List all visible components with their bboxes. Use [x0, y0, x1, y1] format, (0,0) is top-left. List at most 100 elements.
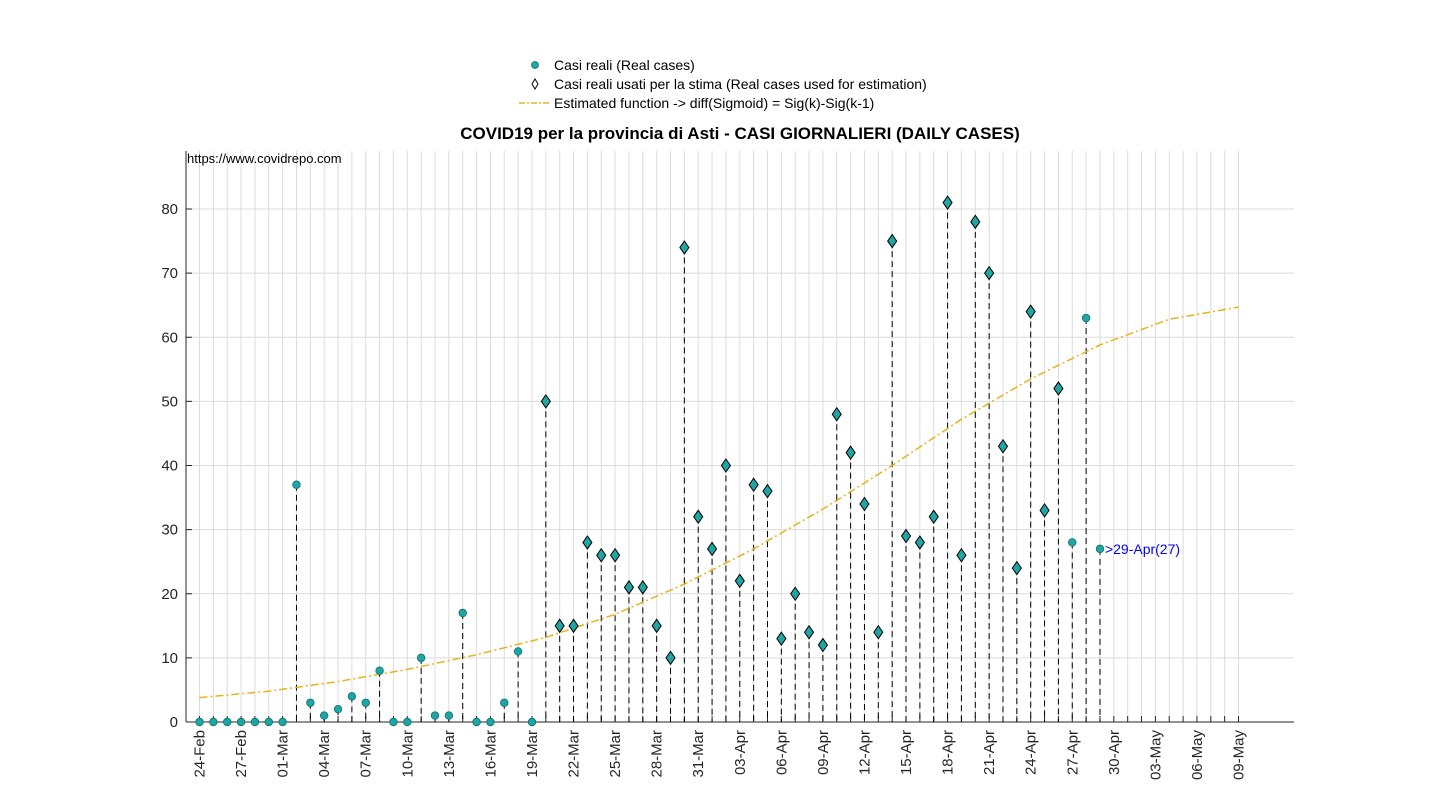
- legend-real-label: Casi reali (Real cases): [554, 57, 695, 73]
- diamond-marker: [831, 406, 842, 422]
- diamond-marker: [956, 547, 967, 563]
- diamond-marker: [859, 496, 870, 512]
- diamond-marker: [970, 214, 981, 230]
- diamond-marker: [623, 579, 635, 595]
- diamond-marker: [679, 240, 690, 255]
- diamond-marker: [984, 265, 995, 281]
- chart-title: COVID19 per la provincia di Asti - CASI …: [460, 124, 1020, 143]
- data-point: [444, 711, 454, 720]
- x-tick-label: 27-Apr: [1064, 730, 1081, 775]
- data-point: [416, 653, 426, 663]
- y-tick-label: 10: [161, 650, 178, 667]
- legend-real-marker-icon: [516, 56, 554, 74]
- forecast-annotation: >29-Apr(27): [1105, 541, 1180, 557]
- diamond-marker: [776, 631, 787, 647]
- diamond-marker: [997, 438, 1009, 454]
- y-tick-label: 80: [161, 201, 178, 218]
- data-point: [223, 717, 232, 727]
- diamond-marker: [845, 445, 856, 461]
- x-tick-label: 09-May: [1231, 730, 1248, 781]
- data-point: [500, 698, 509, 707]
- diamond-marker: [817, 637, 829, 653]
- data-point: [513, 647, 523, 656]
- y-tick-label: 50: [161, 393, 178, 410]
- x-tick-label: 06-May: [1189, 730, 1206, 781]
- diamond-marker: [942, 195, 953, 210]
- x-tick-label: 16-Mar: [482, 730, 499, 778]
- diamond-marker: [887, 233, 898, 249]
- x-tick-label: 31-Mar: [690, 730, 707, 778]
- data-markers: [195, 195, 1105, 727]
- data-point: [375, 666, 384, 675]
- stem-lines: [295, 202, 1101, 722]
- data-point: [458, 608, 467, 618]
- x-tick-label: 22-Mar: [566, 730, 583, 778]
- diamond-marker: [762, 483, 773, 499]
- diamond-marker: [706, 541, 718, 557]
- x-tick-label: 09-Apr: [815, 730, 832, 775]
- data-point: [403, 717, 412, 727]
- diamond-marker: [651, 618, 662, 634]
- diamond-marker: [554, 618, 565, 634]
- x-tick-label: 07-Mar: [358, 730, 375, 778]
- y-tick-label: 70: [161, 265, 178, 282]
- data-point: [264, 717, 273, 727]
- tick-labels: 0 10 20 30 40 50 60 70 80 24-Feb 27-Feb 01-Mar 04-Ma…: [161, 201, 1247, 780]
- legend-entry-used: Casi reali usati per la stima (Real case…: [516, 75, 927, 93]
- diamond-marker: [720, 458, 732, 473]
- diamond-marker: [790, 586, 801, 602]
- data-point: [430, 711, 440, 720]
- estimated-curve: [199, 306, 1239, 699]
- diamond-marker: [1011, 560, 1022, 576]
- legend: Casi reali (Real cases) Casi reali usati…: [516, 56, 968, 114]
- diamond-marker: [609, 547, 621, 563]
- diamond-marker: [568, 618, 579, 634]
- data-point: [486, 717, 495, 727]
- x-tick-label: 04-Mar: [316, 730, 333, 778]
- diamond-marker: [540, 393, 551, 409]
- data-point: [292, 480, 301, 489]
- data-point: [1081, 313, 1091, 323]
- x-tick-label: 15-Apr: [898, 730, 915, 775]
- data-point: [1095, 544, 1105, 554]
- y-tick-label: 0: [170, 714, 178, 731]
- x-tick-label: 06-Apr: [773, 730, 790, 775]
- legend-entry-real: Casi reali (Real cases): [516, 56, 695, 74]
- data-point: [347, 692, 357, 701]
- x-tick-label: 25-Mar: [607, 730, 624, 778]
- data-point: [333, 704, 343, 714]
- legend-fit-label: Estimated function -> diff(Sigmoid) = Si…: [554, 95, 875, 111]
- diamond-marker: [665, 650, 676, 666]
- data-point: [278, 717, 287, 727]
- diamond-marker: [596, 547, 607, 563]
- x-tick-label: 21-Apr: [981, 730, 998, 775]
- legend-dashed-line-icon: [516, 94, 554, 112]
- diamond-marker: [748, 477, 759, 493]
- data-point: [306, 698, 315, 707]
- diamond-marker: [693, 509, 704, 525]
- diamond-marker: [582, 535, 593, 550]
- data-point: [389, 717, 398, 727]
- data-point: [236, 717, 246, 727]
- diamond-marker: [900, 528, 912, 544]
- data-point: [250, 717, 260, 727]
- data-point: [1068, 538, 1077, 547]
- x-tick-label: 28-Mar: [649, 730, 666, 778]
- x-tick-label: 30-Apr: [1106, 730, 1123, 775]
- diamond-marker: [1039, 503, 1050, 518]
- diamond-marker: [803, 624, 815, 640]
- x-tick-label: 19-Mar: [524, 730, 541, 778]
- data-point: [209, 717, 218, 727]
- diamond-marker: [637, 579, 648, 595]
- diamond-marker: [1053, 381, 1064, 396]
- x-tick-label: 18-Apr: [940, 730, 957, 775]
- legend-used-label: Casi reali usati per la stima (Real case…: [554, 76, 927, 92]
- x-tick-label: 03-May: [1147, 730, 1164, 781]
- y-tick-label: 40: [161, 458, 178, 475]
- x-tick-label: 01-Mar: [275, 730, 292, 778]
- data-point: [361, 698, 370, 707]
- data-point: [527, 717, 537, 727]
- x-tick-label: 24-Apr: [1023, 730, 1040, 775]
- diamond-marker: [734, 573, 745, 589]
